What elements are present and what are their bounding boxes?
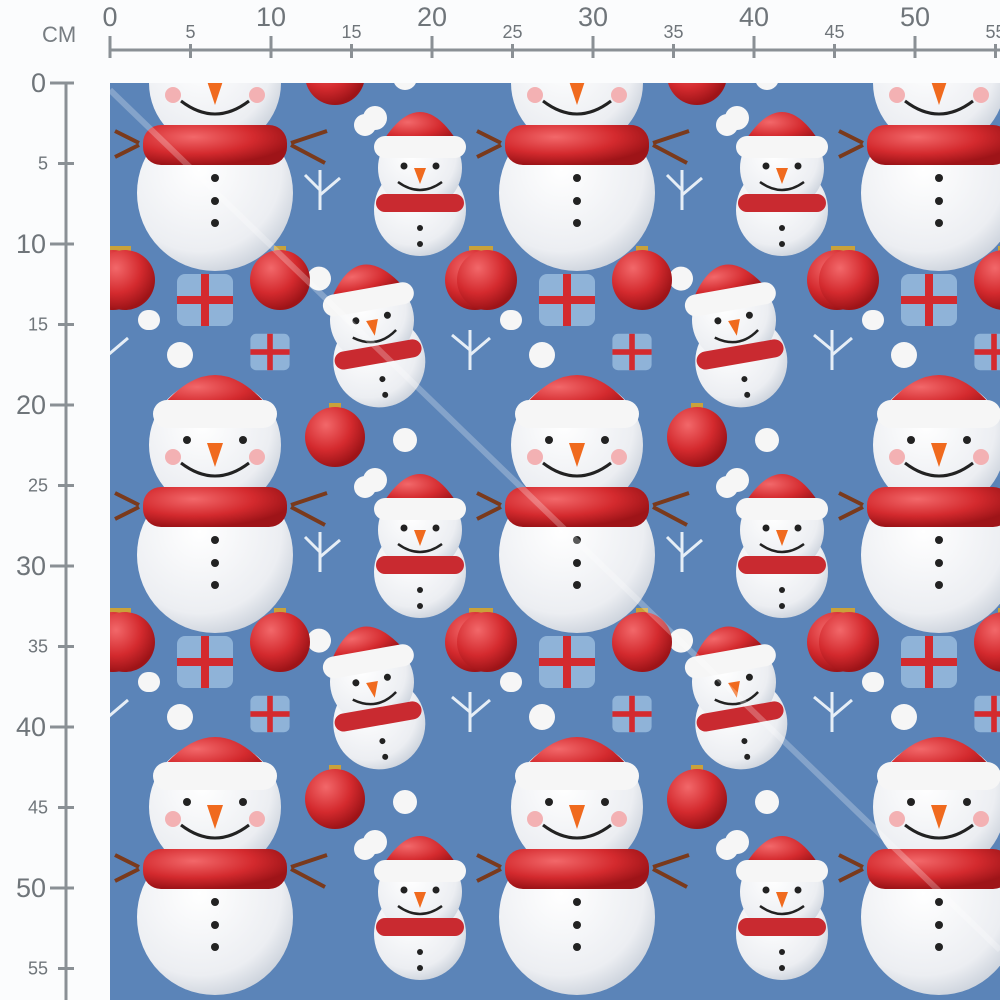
ruler-label: 50 — [16, 873, 46, 903]
ruler-label: 55 — [28, 959, 48, 979]
ruler-label: 25 — [28, 476, 48, 496]
ruler-label: 50 — [900, 2, 930, 32]
ruler-label: 40 — [739, 2, 769, 32]
ruler-label: 25 — [502, 22, 522, 42]
ruler-label: 30 — [16, 551, 46, 581]
ruler-label: 10 — [256, 2, 286, 32]
ruler-label: 0 — [31, 68, 46, 98]
ruler-label: 5 — [185, 22, 195, 42]
ruler-label: 10 — [16, 229, 46, 259]
ruler-label: 35 — [663, 22, 683, 42]
ruler-label: 45 — [28, 798, 48, 818]
ruler-label: 15 — [28, 315, 48, 335]
ruler-label: 55 — [985, 22, 1000, 42]
horizontal-ruler: 0 5 10 15 20 25 30 35 40 45 50 55 — [102, 2, 1000, 58]
vertical-ruler: 0 5 10 15 20 25 30 35 40 45 50 55 — [16, 68, 74, 1000]
ruler-label: 30 — [578, 2, 608, 32]
ruler-label: 5 — [38, 154, 48, 174]
ruler-unit-label: CM — [42, 22, 77, 47]
ruler-label: 40 — [16, 712, 46, 742]
ruler-label: 15 — [341, 22, 361, 42]
ruler-label: 0 — [102, 2, 117, 32]
ruler-label: 35 — [28, 637, 48, 657]
ruler-label: 20 — [417, 2, 447, 32]
ruler-label: 20 — [16, 390, 46, 420]
ruler-label: 45 — [824, 22, 844, 42]
